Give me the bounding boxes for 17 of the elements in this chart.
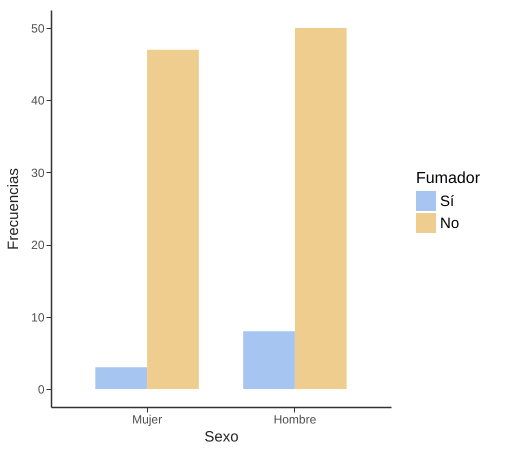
bar	[147, 50, 199, 389]
y-tick-label: 30	[31, 166, 45, 180]
legend-label: Sí	[440, 193, 456, 210]
y-tick-label: 40	[31, 94, 45, 108]
bar	[95, 367, 148, 389]
y-tick-label: 50	[31, 22, 45, 36]
y-tick-label: 10	[31, 310, 45, 324]
bar	[294, 28, 347, 389]
x-axis-title: Sexo	[204, 428, 239, 446]
bar	[243, 331, 295, 389]
y-tick-label: 20	[31, 238, 45, 252]
x-tick-label: Mujer	[132, 412, 162, 426]
legend-label: No	[440, 215, 460, 232]
legend-title: Fumador	[416, 170, 481, 187]
y-axis-title: Frecuencias	[5, 168, 22, 250]
x-tick-label: Hombre	[274, 412, 317, 426]
y-tick-label: 0	[38, 382, 45, 396]
